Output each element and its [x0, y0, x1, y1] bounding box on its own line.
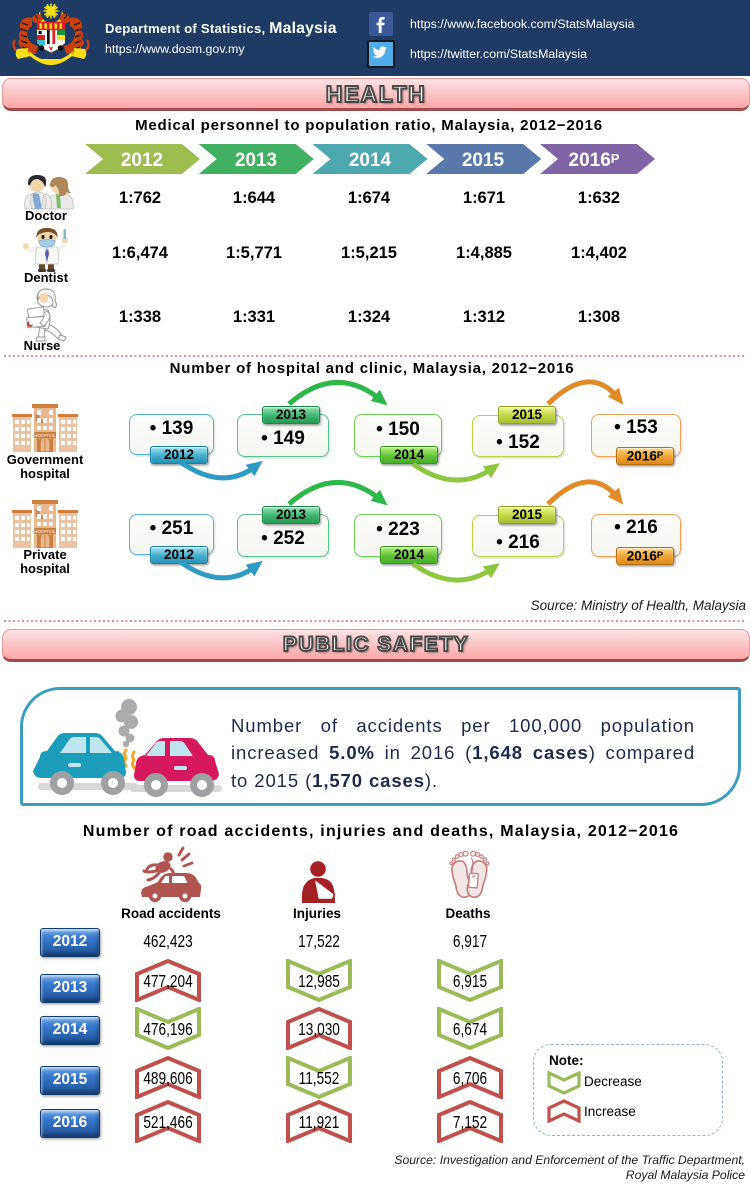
svg-text:2016P: 2016P	[569, 150, 620, 171]
svg-text:2013: 2013	[235, 150, 277, 171]
svg-text:2015: 2015	[462, 150, 505, 171]
svg-text:2012: 2012	[121, 150, 163, 171]
svg-text:HOSPITAL: HOSPITAL	[34, 433, 56, 438]
svg-text:HOSPITAL: HOSPITAL	[34, 529, 56, 534]
svg-text:2014: 2014	[349, 150, 392, 171]
